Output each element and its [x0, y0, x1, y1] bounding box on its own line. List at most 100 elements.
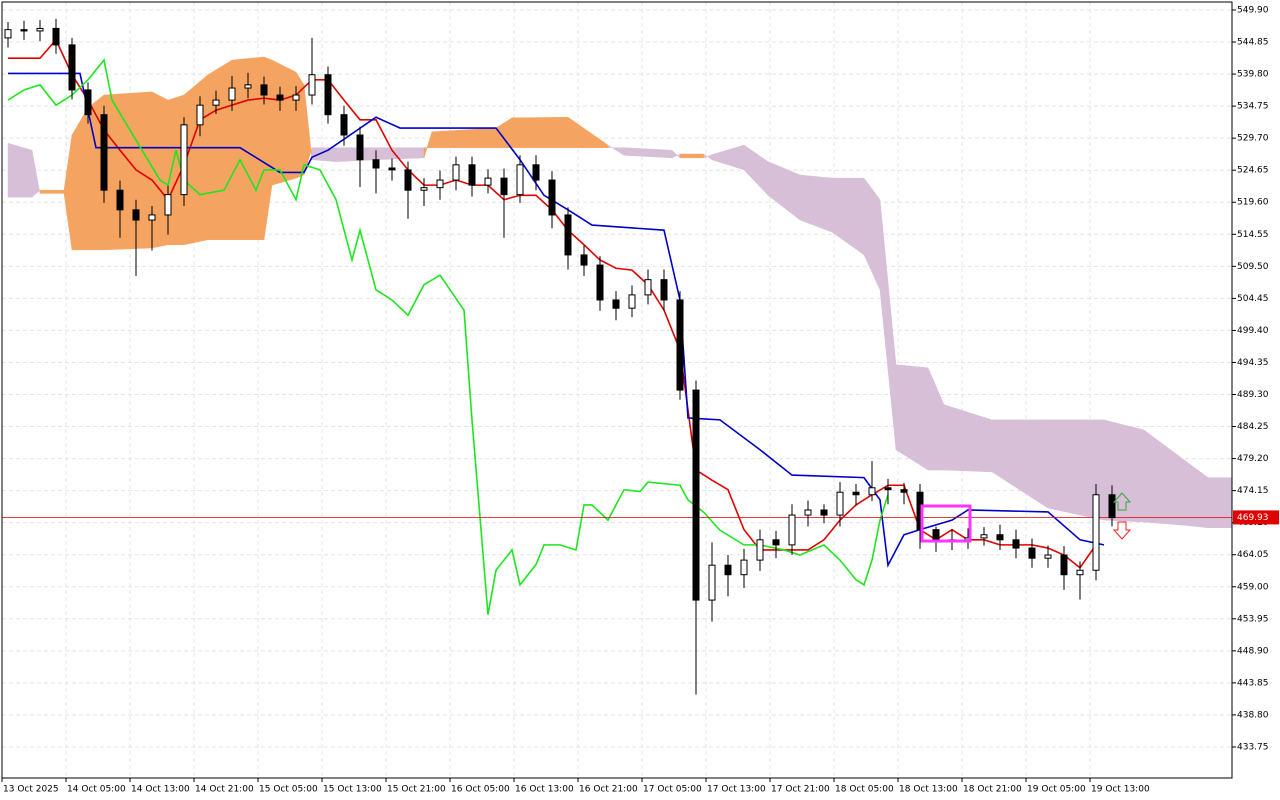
candle-body — [212, 99, 220, 106]
x-tick-label: 16 Oct 13:00 — [515, 785, 574, 795]
candle-body — [116, 189, 124, 211]
candle-body — [52, 27, 60, 46]
candle-body — [1076, 569, 1084, 576]
candle-body — [180, 124, 188, 196]
x-tick-label: 14 Oct 21:00 — [195, 785, 254, 795]
candle-body — [804, 509, 812, 516]
candle-body — [932, 529, 940, 541]
candle-body — [996, 534, 1004, 541]
candle-body — [1044, 554, 1052, 559]
candle-body — [820, 509, 828, 516]
candle-body — [84, 89, 92, 116]
candle-body — [708, 564, 716, 601]
y-tick-label: 509.50 — [1237, 262, 1269, 272]
cloud-segment — [103, 91, 153, 251]
y-tick-label: 448.90 — [1237, 646, 1269, 656]
candle-body — [500, 177, 508, 196]
candle-body — [452, 164, 460, 181]
candle-body — [484, 177, 492, 186]
candle-body — [628, 294, 636, 309]
candle-body — [724, 564, 732, 576]
y-tick-label: 474.15 — [1237, 486, 1269, 496]
candle-body — [836, 491, 844, 516]
candle-body — [276, 94, 284, 101]
indicator-line — [7, 58, 889, 615]
candle-body — [260, 84, 268, 96]
candle-body — [36, 27, 44, 32]
candle-body — [1092, 494, 1100, 571]
cloud-segment — [679, 153, 705, 159]
candle-body — [148, 214, 156, 221]
candle-body — [868, 487, 876, 496]
candle-body — [756, 539, 764, 561]
cloud-segment — [39, 189, 65, 194]
candle-body — [100, 114, 108, 191]
candle-body — [900, 489, 908, 493]
candle-body — [852, 491, 860, 496]
candle-body — [564, 214, 572, 256]
candle-body — [388, 167, 396, 171]
y-tick-label: 544.85 — [1237, 38, 1269, 48]
y-tick-label: 484.25 — [1237, 422, 1269, 432]
x-tick-label: 17 Oct 13:00 — [707, 785, 766, 795]
cloud-segment — [311, 147, 337, 162]
cloud-segment — [7, 142, 33, 198]
x-tick-label: 15 Oct 05:00 — [259, 785, 318, 795]
x-tick-label: 15 Oct 21:00 — [387, 785, 446, 795]
candle-body — [308, 74, 316, 96]
candle-body — [740, 559, 748, 576]
candles — [4, 18, 1116, 695]
candle-body — [548, 179, 556, 216]
candle-body — [468, 164, 476, 186]
y-tick-label: 459.00 — [1237, 582, 1269, 592]
x-tick-label: 19 Oct 05:00 — [1027, 785, 1086, 795]
last-price-tag — [1233, 510, 1279, 525]
y-tick-label: 524.65 — [1237, 166, 1269, 176]
candle-body — [1012, 539, 1020, 549]
candle-body — [1060, 554, 1068, 576]
y-tick-label: 549.90 — [1237, 5, 1269, 15]
up-arrow — [1112, 492, 1132, 511]
x-tick-label: 16 Oct 05:00 — [451, 785, 510, 795]
y-tick-label: 504.45 — [1237, 294, 1269, 304]
candle-body — [132, 209, 140, 221]
y-tick-label: 494.35 — [1237, 358, 1269, 368]
x-tick-label: 13 Oct 2025 — [3, 785, 59, 795]
cloud-segment — [271, 59, 297, 186]
x-tick-label: 19 Oct 13:00 — [1091, 785, 1150, 795]
candle-body — [436, 179, 444, 189]
candle-body — [4, 29, 12, 39]
candle-body — [660, 279, 668, 301]
candle-body — [1028, 547, 1036, 559]
cloud-segment — [207, 59, 233, 240]
plot-border — [1, 1, 1233, 779]
last-price-label: 469.93 — [1237, 513, 1269, 523]
candle-body — [164, 194, 172, 216]
y-tick-label: 539.80 — [1237, 70, 1269, 80]
cloud-segment — [511, 116, 569, 148]
x-tick-label: 18 Oct 21:00 — [963, 785, 1022, 795]
candle-body — [196, 104, 204, 126]
y-tick-label: 529.70 — [1237, 134, 1269, 144]
candle-body — [356, 134, 364, 161]
cloud-segment — [375, 147, 425, 160]
cloud-segment — [183, 74, 209, 246]
y-tick-label: 464.05 — [1237, 550, 1269, 560]
candle-body — [612, 299, 620, 309]
candle-body — [20, 29, 28, 32]
y-tick-label: 499.40 — [1237, 326, 1269, 336]
candle-body — [676, 299, 684, 391]
x-tick-label: 14 Oct 13:00 — [131, 785, 190, 795]
candle-body — [980, 534, 988, 539]
candle-body — [68, 44, 76, 91]
x-tick-label: 17 Oct 21:00 — [771, 785, 830, 795]
x-tick-label: 18 Oct 13:00 — [899, 785, 958, 795]
candle-body — [580, 254, 588, 266]
down-arrow — [1112, 521, 1132, 540]
x-tick-label: 17 Oct 05:00 — [643, 785, 702, 795]
candle-body — [404, 169, 412, 191]
x-tick-label: 15 Oct 13:00 — [323, 785, 382, 795]
y-tick-label: 453.95 — [1237, 614, 1269, 624]
